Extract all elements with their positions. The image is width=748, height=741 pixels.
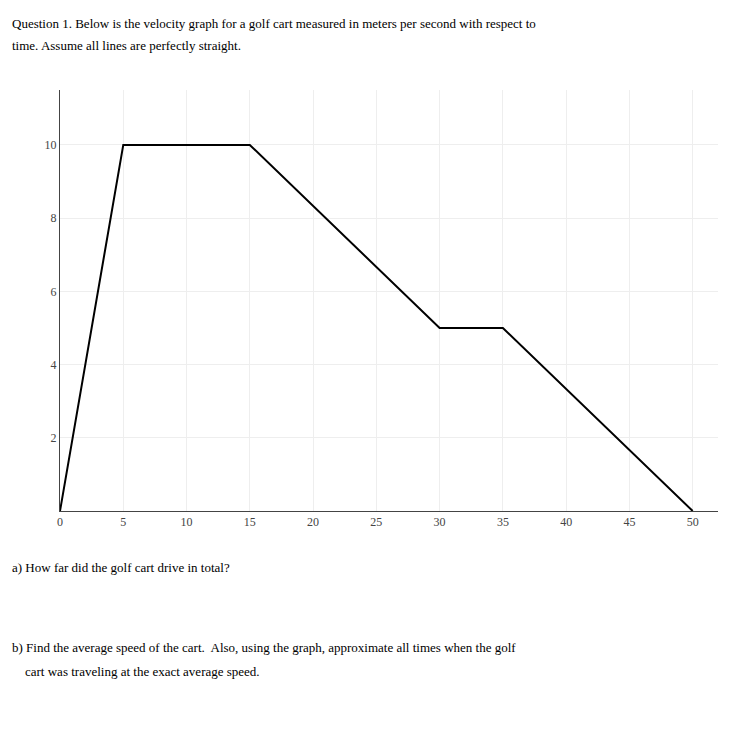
svg-text:4: 4 — [51, 358, 57, 372]
svg-text:5: 5 — [120, 515, 126, 529]
svg-text:15: 15 — [244, 515, 256, 529]
svg-text:Question 1. Below is the veloc: Question 1. Below is the velocity graph … — [12, 16, 536, 31]
svg-text:a) How far did the golf cart d: a) How far did the golf cart drive in to… — [12, 560, 230, 575]
svg-text:30: 30 — [434, 515, 446, 529]
svg-text:10: 10 — [181, 515, 193, 529]
svg-text:8: 8 — [51, 211, 57, 225]
svg-text:35: 35 — [497, 515, 509, 529]
svg-text:20: 20 — [307, 515, 319, 529]
svg-text:40: 40 — [560, 515, 572, 529]
svg-text:time. Assume all lines are per: time. Assume all lines are perfectly str… — [12, 38, 241, 53]
svg-text:50: 50 — [687, 515, 699, 529]
svg-text:10: 10 — [45, 138, 57, 152]
svg-text:2: 2 — [51, 431, 57, 445]
svg-text:45: 45 — [623, 515, 635, 529]
svg-text:b) Find the average speed of t: b) Find the average speed of the cart. A… — [12, 640, 516, 655]
svg-text:0: 0 — [57, 515, 63, 529]
svg-text:6: 6 — [51, 285, 57, 299]
svg-text:25: 25 — [370, 515, 382, 529]
svg-text:cart was traveling at the exac: cart was traveling at the exact average … — [12, 664, 260, 679]
